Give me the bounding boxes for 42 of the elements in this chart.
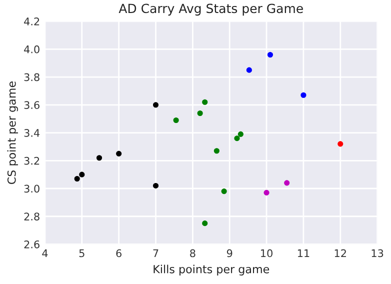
- y-tick-label: 4.0: [24, 45, 40, 54]
- x-tick-label: 8: [190, 249, 196, 258]
- y-tick-label: 3.6: [24, 101, 40, 110]
- point: [267, 52, 274, 58]
- y-axis-title: CS point per game: [7, 82, 18, 184]
- point: [79, 172, 85, 178]
- y-tick-label: 3.4: [24, 128, 40, 137]
- x-tick-label: 4: [42, 249, 48, 258]
- point: [173, 117, 179, 124]
- y-tick-label: 3.2: [24, 156, 40, 165]
- point: [221, 188, 227, 194]
- x-tick-label: 7: [153, 249, 158, 258]
- point: [264, 190, 270, 196]
- point: [284, 180, 290, 186]
- point: [197, 110, 203, 116]
- x-tick-label: 5: [79, 249, 84, 258]
- point: [74, 176, 80, 182]
- chart-title: AD Carry Avg Stats per Game: [118, 4, 303, 16]
- x-tick-label: 13: [372, 249, 384, 258]
- point: [214, 148, 220, 154]
- point: [238, 131, 244, 137]
- point: [116, 150, 122, 156]
- point: [202, 220, 208, 226]
- point: [152, 182, 159, 188]
- point: [234, 136, 240, 142]
- point: [152, 102, 159, 108]
- y-tick-label: 2.8: [24, 212, 40, 220]
- point: [338, 141, 344, 147]
- y-tick-label: 4.2: [24, 18, 40, 26]
- y-tick-label: 2.6: [24, 240, 40, 248]
- x-tick-label: 9: [226, 249, 232, 258]
- point: [96, 155, 102, 161]
- point: [300, 92, 306, 98]
- point: [202, 99, 208, 105]
- x-tick-label: 12: [334, 249, 346, 258]
- x-tick-label: 10: [261, 249, 272, 258]
- y-tick-label: 3.8: [24, 73, 40, 82]
- x-tick-label: 11: [298, 249, 310, 258]
- x-axis-title: Kills points per game: [154, 264, 270, 276]
- point: [246, 67, 252, 73]
- x-tick-label: 6: [116, 249, 122, 258]
- y-tick-label: 3.0: [24, 184, 40, 193]
